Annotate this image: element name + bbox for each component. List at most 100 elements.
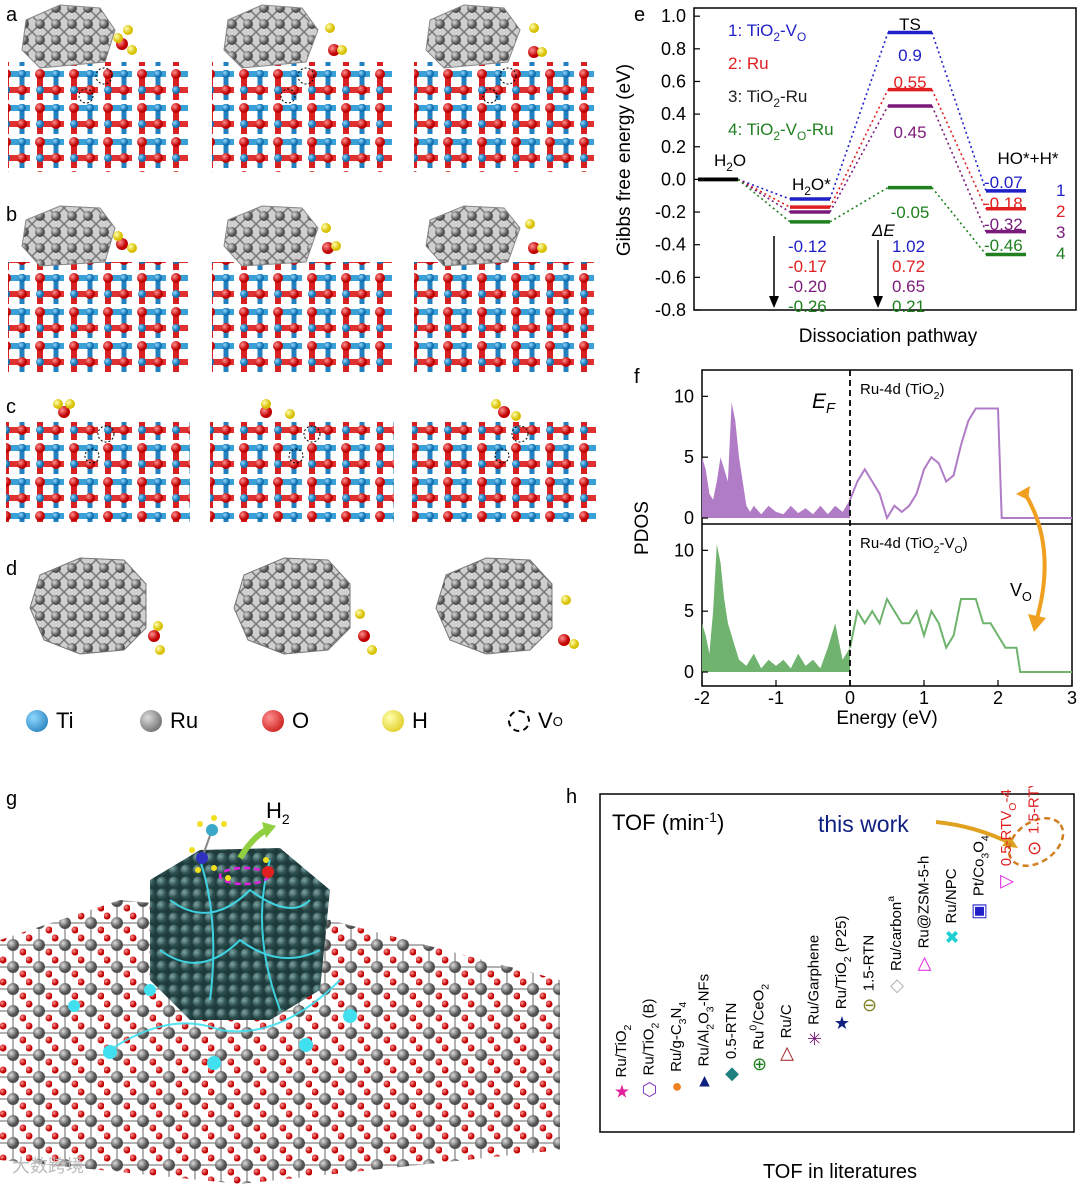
plot-frame [693,7,1077,311]
series-label-1: Ru-4d (TiO2) [860,381,944,402]
tof-point-1: ★ [614,1081,630,1101]
delta-value-1: 1.02 [892,237,925,256]
final-value-2: -0.18 [984,194,1023,213]
plot-frame [701,369,1073,687]
this-work-ellipse [1007,816,1065,868]
tof-point-13: ✖ [944,927,959,947]
tof-label-5: 0.5-RTN [723,1003,740,1059]
atomic-structures [6,4,596,655]
x-tick-label: 1 [919,688,929,708]
y-tick-label: 5 [684,447,694,467]
series-label-2: Ru-4d (TiO2-VO) [860,535,968,556]
pathway-link-1 [737,178,791,200]
panel-label-a: a [6,4,18,26]
structure-c-1 [6,399,190,522]
tof-label-6: Ru0/CeO2 [748,984,772,1050]
final-series-number-3: 3 [1056,223,1065,242]
y-axis-label: Gibbs free energy (eV) [614,64,635,256]
state-label-final: HO*+H* [998,149,1059,168]
tof-label-1: Ru/TiO2 [613,1024,634,1077]
panel-label-g: g [6,788,18,810]
tio2-support [0,900,560,1184]
panel-label-f: f [634,366,640,388]
legend-entry-1: 1: TiO2-VO [728,21,806,44]
tof-axis-title: TOF (min-1) [612,809,724,835]
ru-nanoparticle [150,848,330,1020]
tof-point-12: △ [918,952,932,972]
panel-label-d: d [6,558,18,580]
tof-label-16: 1.5-RTVO-4 [1026,786,1047,834]
x-tick-label: -1 [768,688,784,708]
vo-label: VO [1010,580,1032,604]
structure-b-2 [212,205,392,372]
this-work-label: this work [818,811,909,837]
this-work-arrow-icon [935,820,1013,846]
pathway-link-2 [829,89,889,208]
y-tick-label: 10 [674,540,694,560]
structure-d-3 [435,557,579,655]
tof-comparison-chart: TOF (min-1) this work ★ Ru/TiO2 ⬡ Ru/TiO2 (… [599,786,1075,1183]
structure-a-2 [212,4,392,172]
watermark: 大数跨境 [12,1156,84,1176]
y-tick-label: 1.0 [661,6,686,26]
ts-value-2: 0.55 [893,73,926,92]
state-label-ts: TS [899,15,921,34]
tof-point-7: △ [780,1042,794,1062]
tof-label-14: Pt/Co3O4 [971,835,992,896]
structure-c-3 [412,399,596,522]
y-tick-label: 0 [684,662,694,682]
tof-point-16: ⊙ [1027,838,1042,858]
h2-product-label: H2 [266,798,290,827]
ts-value-1: 0.9 [898,46,922,65]
structure-d-1 [29,557,165,655]
pathway-link-4 [931,187,987,255]
final-value-1: -0.07 [984,173,1023,192]
y-axis-label: PDOS [632,501,653,555]
y-tick-label: 0.8 [661,39,686,59]
final-value-4: -0.46 [984,236,1023,255]
x-axis-label: TOF in literatures [763,1161,917,1183]
x-axis-label: Dissociation pathway [799,326,978,347]
legend-ru-label: Ru [170,708,199,733]
tof-point-6: ⊕ [752,1054,767,1074]
pathway-link-2 [737,178,791,208]
tof-label-11: Ru/carbona [885,896,905,971]
y-tick-label: 0.0 [661,169,686,189]
pdos-unoccupied-2 [849,596,1072,673]
y-tick-label: 0 [684,508,694,528]
structure-b-3 [414,205,594,372]
pathway-link-1 [829,32,889,200]
ammonia-borane-molecule [189,815,274,881]
tof-label-8: Ru/Garphene [806,935,823,1025]
electron-flow [109,859,341,1051]
tof-label-4: Ru/Al2O3-NFs [696,974,717,1067]
ads-value-3: -0.20 [788,277,827,296]
tof-label-13: Ru/NPC [943,868,960,923]
electron-glows [68,984,357,1070]
final-series-number-1: 1 [1056,181,1065,200]
legend-o: O [262,708,309,734]
delta-value-4: 0.21 [892,297,925,316]
legend-entry-2: 2: Ru [728,54,769,73]
fermi-label: EF [812,390,836,417]
final-series-number-2: 2 [1056,202,1065,221]
structure-a-1 [8,4,188,172]
legend-o-label: O [292,708,310,733]
pathway-link-3 [931,105,987,232]
ts-value-4: -0.05 [891,203,930,222]
panel-label-c: c [6,396,16,418]
y-tick-label: 0.6 [661,71,686,91]
legend-entry-3: 3: TiO2-Ru [728,87,807,110]
pathway-link-4 [829,186,889,223]
tof-point-9: ★ [834,1013,850,1033]
pathway-link-3 [737,178,791,213]
ads-value-2: -0.17 [788,257,827,276]
final-value-3: -0.32 [984,215,1023,234]
catalyst-illustration: H2 大数跨境 [0,798,560,1184]
structure-d-2 [233,557,377,655]
tof-label-2: Ru/TiO2 (B) [641,999,662,1076]
legend-ru: Ru [140,708,198,734]
tof-point-5: ◆ [725,1063,739,1083]
